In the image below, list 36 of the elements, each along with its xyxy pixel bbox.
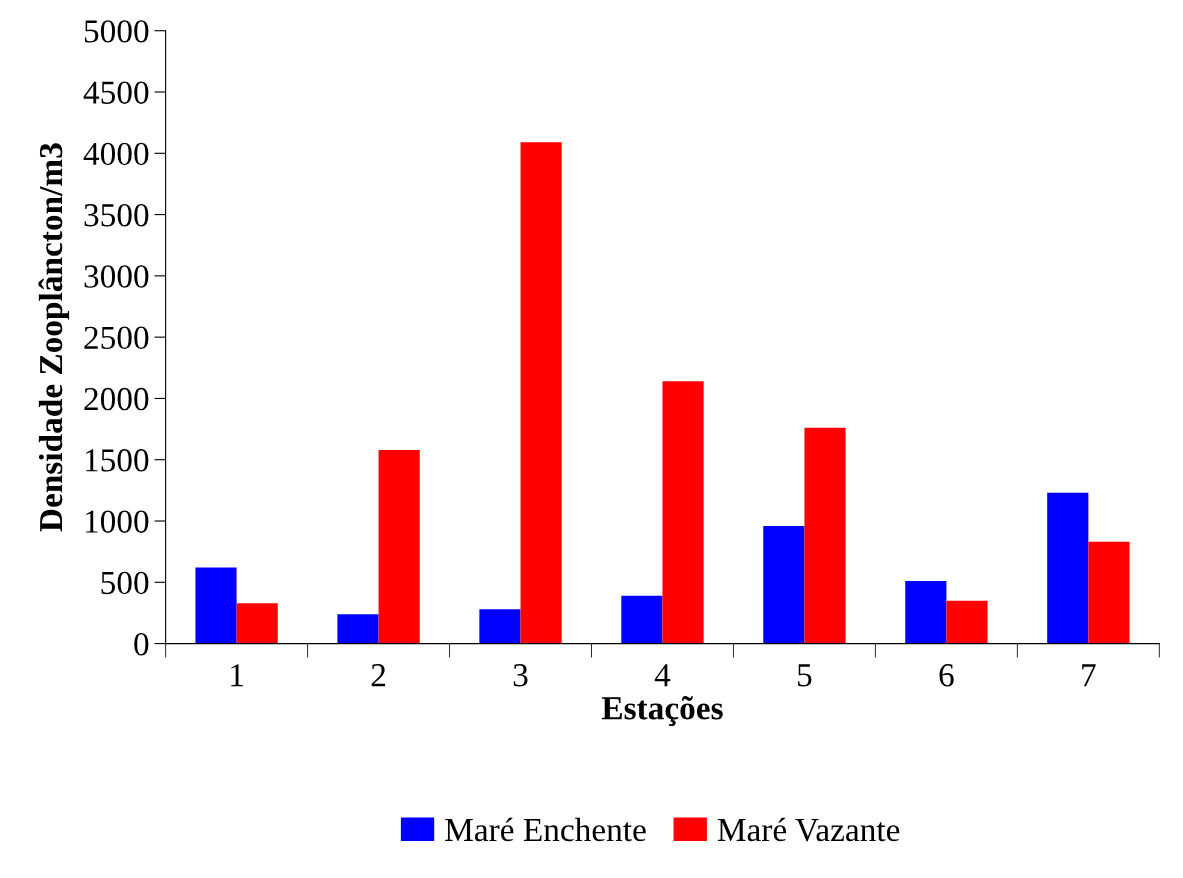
bar <box>378 449 420 644</box>
y-tick-label: 0 <box>134 632 149 656</box>
bar <box>337 614 379 644</box>
y-tick-label: 3500 <box>84 203 149 227</box>
x-tick-label: 6 <box>939 664 954 687</box>
y-tick-label: 2500 <box>84 326 149 350</box>
bar <box>236 603 278 644</box>
x-tick-label: 1 <box>231 664 243 687</box>
x-axis-title: Estações <box>601 695 723 727</box>
y-tick-label: 1000 <box>85 510 149 533</box>
y-tick-label: 1500 <box>85 449 149 472</box>
bar <box>520 142 562 644</box>
bar <box>1047 492 1089 644</box>
legend-label: Maré Vazante <box>717 817 900 842</box>
bar <box>804 427 846 644</box>
x-tick-label: 2 <box>371 664 386 687</box>
x-tick-label: 7 <box>1082 664 1096 687</box>
y-tick-label: 2000 <box>84 387 149 411</box>
x-tick-label: 5 <box>798 664 812 687</box>
bar <box>662 381 704 644</box>
bar <box>763 525 805 644</box>
bar <box>946 600 988 644</box>
x-tick-label: 3 <box>513 664 528 687</box>
bar <box>479 609 521 644</box>
bar <box>621 595 663 644</box>
bar <box>195 567 237 644</box>
y-tick-label: 4000 <box>83 142 149 166</box>
y-tick-label: 5000 <box>84 20 149 43</box>
bar <box>905 581 947 644</box>
y-tick-label: 3000 <box>84 265 149 288</box>
bar <box>1088 541 1130 644</box>
y-tick-label: 500 <box>101 571 149 595</box>
x-tick-label: 4 <box>654 664 671 687</box>
legend-label: Maré Enchente <box>445 817 646 842</box>
y-tick-label: 4500 <box>83 81 149 104</box>
y-axis-title: Densidade Zooplâncton/m3 <box>38 143 70 532</box>
